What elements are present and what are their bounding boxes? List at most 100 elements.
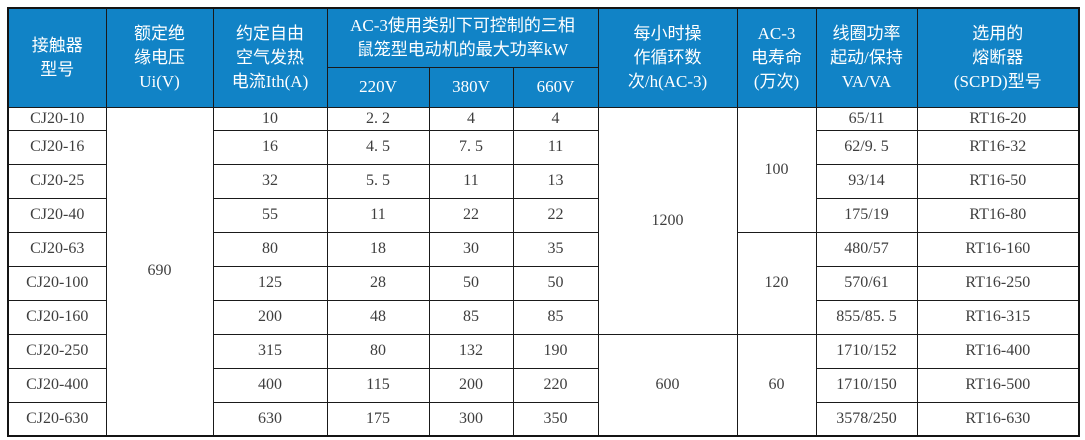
cell-kw-660v: 220 [512,367,599,403]
cell-kw-660v: 4 [512,106,599,131]
cell-kw-660v: 350 [512,401,599,437]
col-header-ith-current: 约定自由 空气发热 电流Ith(A) [212,7,328,108]
cell-ith-current: 16 [212,129,328,165]
cell-electrical-life: 60 [736,333,817,437]
cell-kw-380v: 200 [428,367,514,403]
cell-kw-380v: 50 [428,265,514,301]
cell-fuse-model: RT16-400 [916,333,1080,369]
cell-model: CJ20-25 [7,163,107,199]
table-row: CJ20-63 80 18 30 35 120 480/57 RT16-160 [7,231,1080,335]
cell-fuse-model: RT16-32 [916,129,1080,165]
cell-fuse-model: RT16-160 [916,231,1080,267]
col-header-cycles: 每小时操 作循环数 次/h(AC-3) [597,7,738,108]
cell-kw-380v: 11 [428,163,514,199]
table-row: CJ20-16 16 4. 5 7. 5 11 62/9. 5 RT16-32 [7,129,1080,165]
cell-ith-current: 32 [212,163,328,199]
cell-kw-660v: 85 [512,299,599,335]
cell-kw-220v: 28 [326,265,430,301]
cell-kw-380v: 30 [428,231,514,267]
cell-model: CJ20-63 [7,231,107,267]
col-header-220v: 220V [326,66,430,108]
cell-cycles-per-hour: 600 [597,333,738,437]
cell-kw-660v: 11 [512,129,599,165]
cell-fuse-model: RT16-250 [916,265,1080,301]
table-row: CJ20-400 400 115 200 220 1710/150 RT16-500 [7,367,1080,403]
cell-coil-power: 855/85. 5 [815,299,918,335]
table-body: CJ20-10 690 10 2. 2 4 4 1200 100 65/11 RT16-20 CJ2… [7,106,1080,437]
cell-ith-current: 630 [212,401,328,437]
cell-kw-660v: 50 [512,265,599,301]
cell-coil-power: 570/61 [815,265,918,301]
cell-electrical-life: 100 [736,106,817,233]
table-header: 接触器 型号 额定绝 缘电压 Ui(V) 约定自由 空气发热 电流Ith(A) … [7,7,1080,108]
table-row: CJ20-25 32 5. 5 11 13 93/14 RT16-50 [7,163,1080,199]
cell-model: CJ20-630 [7,401,107,437]
cell-ith-current: 125 [212,265,328,301]
cell-kw-660v: 35 [512,231,599,267]
cell-kw-660v: 22 [512,197,599,233]
cell-ith-current: 10 [212,106,328,131]
cell-kw-660v: 13 [512,163,599,199]
table-row: CJ20-100 125 28 50 50 570/61 RT16-250 [7,265,1080,301]
cell-model: CJ20-40 [7,197,107,233]
cell-model: CJ20-10 [7,106,107,131]
cell-coil-power: 1710/150 [815,367,918,403]
cell-kw-380v: 300 [428,401,514,437]
contactor-spec-table: 接触器 型号 额定绝 缘电压 Ui(V) 约定自由 空气发热 电流Ith(A) … [7,7,1081,437]
table-row: CJ20-250 315 80 132 190 600 60 1710/152 RT16-400 [7,333,1080,437]
cell-model: CJ20-160 [7,299,107,335]
cell-kw-220v: 175 [326,401,430,437]
cell-fuse-model: RT16-20 [916,106,1080,131]
cell-kw-220v: 80 [326,333,430,369]
col-header-660v: 660V [512,66,599,108]
cell-fuse-model: RT16-80 [916,197,1080,233]
cell-cycles-per-hour: 1200 [597,106,738,335]
cell-kw-660v: 190 [512,333,599,369]
cell-ith-current: 55 [212,197,328,233]
cell-kw-220v: 4. 5 [326,129,430,165]
cell-ith-current: 80 [212,231,328,267]
col-header-life: AC-3 电寿命 (万次) [736,7,817,108]
cell-electrical-life: 120 [736,231,817,335]
cell-fuse-model: RT16-50 [916,163,1080,199]
table-row: CJ20-40 55 11 22 22 175/19 RT16-80 [7,197,1080,233]
cell-kw-380v: 7. 5 [428,129,514,165]
cell-model: CJ20-16 [7,129,107,165]
cell-kw-220v: 48 [326,299,430,335]
cell-coil-power: 480/57 [815,231,918,267]
cell-fuse-model: RT16-315 [916,299,1080,335]
cell-kw-380v: 85 [428,299,514,335]
cell-coil-power: 175/19 [815,197,918,233]
cell-fuse-model: RT16-630 [916,401,1080,437]
cell-coil-power: 65/11 [815,106,918,131]
cell-ith-current: 400 [212,367,328,403]
cell-kw-220v: 5. 5 [326,163,430,199]
cell-ui-voltage: 690 [105,106,214,437]
cell-kw-220v: 18 [326,231,430,267]
cell-model: CJ20-250 [7,333,107,369]
col-header-fuse: 选用的 熔断器 (SCPD)型号 [916,7,1080,108]
cell-kw-220v: 115 [326,367,430,403]
col-header-ui-voltage: 额定绝 缘电压 Ui(V) [105,7,214,108]
col-header-model: 接触器 型号 [7,7,107,108]
cell-kw-220v: 2. 2 [326,106,430,131]
cell-kw-380v: 132 [428,333,514,369]
table-row: CJ20-630 630 175 300 350 3578/250 RT16-630 [7,401,1080,437]
cell-coil-power: 1710/152 [815,333,918,369]
cell-ith-current: 315 [212,333,328,369]
col-header-coil-power: 线圈功率 起动/保持 VA/VA [815,7,918,108]
cell-model: CJ20-400 [7,367,107,403]
cell-coil-power: 62/9. 5 [815,129,918,165]
cell-kw-380v: 22 [428,197,514,233]
cell-kw-220v: 11 [326,197,430,233]
cell-model: CJ20-100 [7,265,107,301]
cell-coil-power: 93/14 [815,163,918,199]
cell-ith-current: 200 [212,299,328,335]
cell-kw-380v: 4 [428,106,514,131]
cell-fuse-model: RT16-500 [916,367,1080,403]
col-header-380v: 380V [428,66,514,108]
table-row: CJ20-10 690 10 2. 2 4 4 1200 100 65/11 RT16-20 [7,106,1080,437]
col-header-power-group: AC-3使用类别下可控制的三相 鼠笼型电动机的最大功率kW [326,7,599,68]
cell-coil-power: 3578/250 [815,401,918,437]
